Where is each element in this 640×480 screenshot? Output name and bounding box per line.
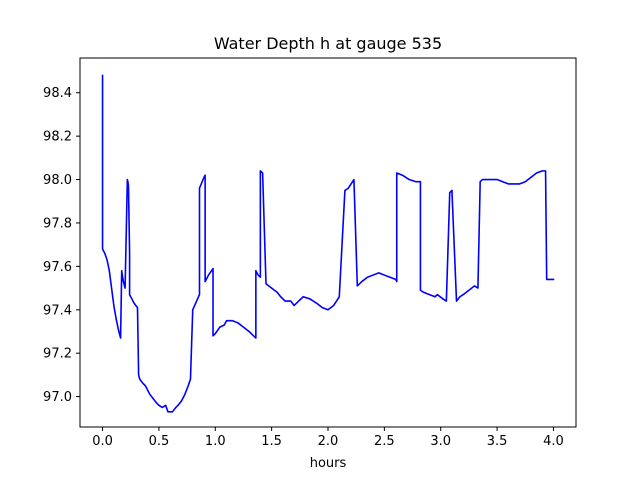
x-axis-label: hours xyxy=(310,456,347,471)
x-tick-label: 3.5 xyxy=(487,434,508,449)
y-axis: 97.0 97.2 97.4 97.6 97.8 98.0 98.2 98.4 xyxy=(43,86,80,405)
y-tick-label: 98.4 xyxy=(43,86,72,101)
y-tick-label: 97.0 xyxy=(43,390,72,405)
y-tick-label: 97.4 xyxy=(43,303,72,318)
x-tick-label: 0.0 xyxy=(92,434,113,449)
y-tick-label: 97.8 xyxy=(43,216,72,231)
y-tick-label: 98.2 xyxy=(43,130,72,145)
x-tick-label: 4.0 xyxy=(543,434,564,449)
series-line-0 xyxy=(101,74,555,413)
plot-area-frame xyxy=(79,57,577,428)
x-tick-label: 1.0 xyxy=(205,434,226,449)
x-tick-label: 3.0 xyxy=(430,434,451,449)
x-tick-label: 2.0 xyxy=(318,434,339,449)
x-tick-label: 1.5 xyxy=(261,434,282,449)
y-tick-label: 97.2 xyxy=(43,347,72,362)
series-layer xyxy=(101,74,555,413)
chart-title: Water Depth h at gauge 535 xyxy=(214,34,442,53)
y-tick-label: 97.6 xyxy=(43,260,72,275)
x-tick-label: 2.5 xyxy=(374,434,395,449)
y-tick-label: 98.0 xyxy=(43,173,72,188)
x-tick-label: 0.5 xyxy=(149,434,170,449)
x-axis: 0.0 0.5 1.0 1.5 2.0 2.5 3.0 3.5 4.0 xyxy=(92,427,564,449)
